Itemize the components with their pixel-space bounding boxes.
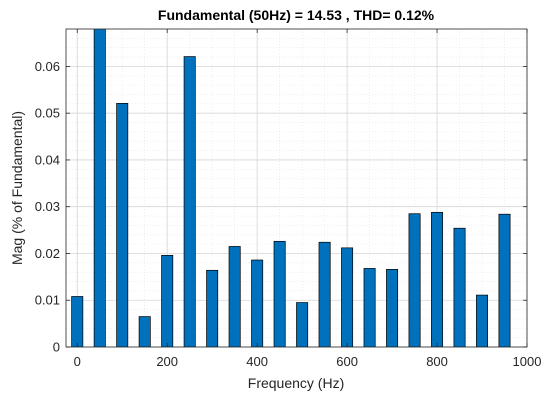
bar [296,302,309,347]
bar [408,213,421,347]
bar [273,240,286,347]
bars [71,29,511,347]
x-tick-label: 400 [246,354,268,369]
y-axis-label: Mag (% of Fundamental) [9,111,25,265]
chart-title: Fundamental (50Hz) = 14.53 , THD= 0.12% [158,7,435,23]
bar [228,246,241,347]
y-tick-label: 0.05 [35,106,60,121]
bar [93,29,106,347]
bar [431,211,444,347]
y-tick-label: 0 [53,340,60,355]
bar [318,241,331,347]
bar [341,247,354,347]
bar [476,294,488,347]
plot-frame [65,28,528,348]
x-tick-label: 0 [74,354,81,369]
bar [498,213,511,347]
y-tick-label: 0.06 [35,59,60,74]
tick-labels: 0 200 400 600 800 1000 0 0.01 0.02 0.03 0.04 0.05 0.… [35,59,542,369]
y-tick-label: 0.02 [35,246,60,261]
bar [161,254,174,347]
bar [116,103,129,347]
x-tick-label: 600 [336,354,358,369]
x-axis-label: Frequency (Hz) [248,375,344,391]
bar [183,56,196,347]
bar [71,296,84,347]
bar [206,269,219,347]
x-tick-label: 800 [426,354,448,369]
y-tick-label: 0.03 [35,199,60,214]
axes-frame [65,28,528,348]
bar [363,268,376,347]
bar [453,227,466,347]
y-tick-label: 0.04 [35,152,60,167]
x-tick-label: 1000 [513,354,542,369]
minor-grid [66,29,527,347]
x-tick-label: 200 [156,354,178,369]
bar [386,269,399,347]
axis-ticks [66,29,528,348]
bar [251,259,264,347]
y-tick-label: 0.01 [35,293,60,308]
bar [138,316,151,347]
